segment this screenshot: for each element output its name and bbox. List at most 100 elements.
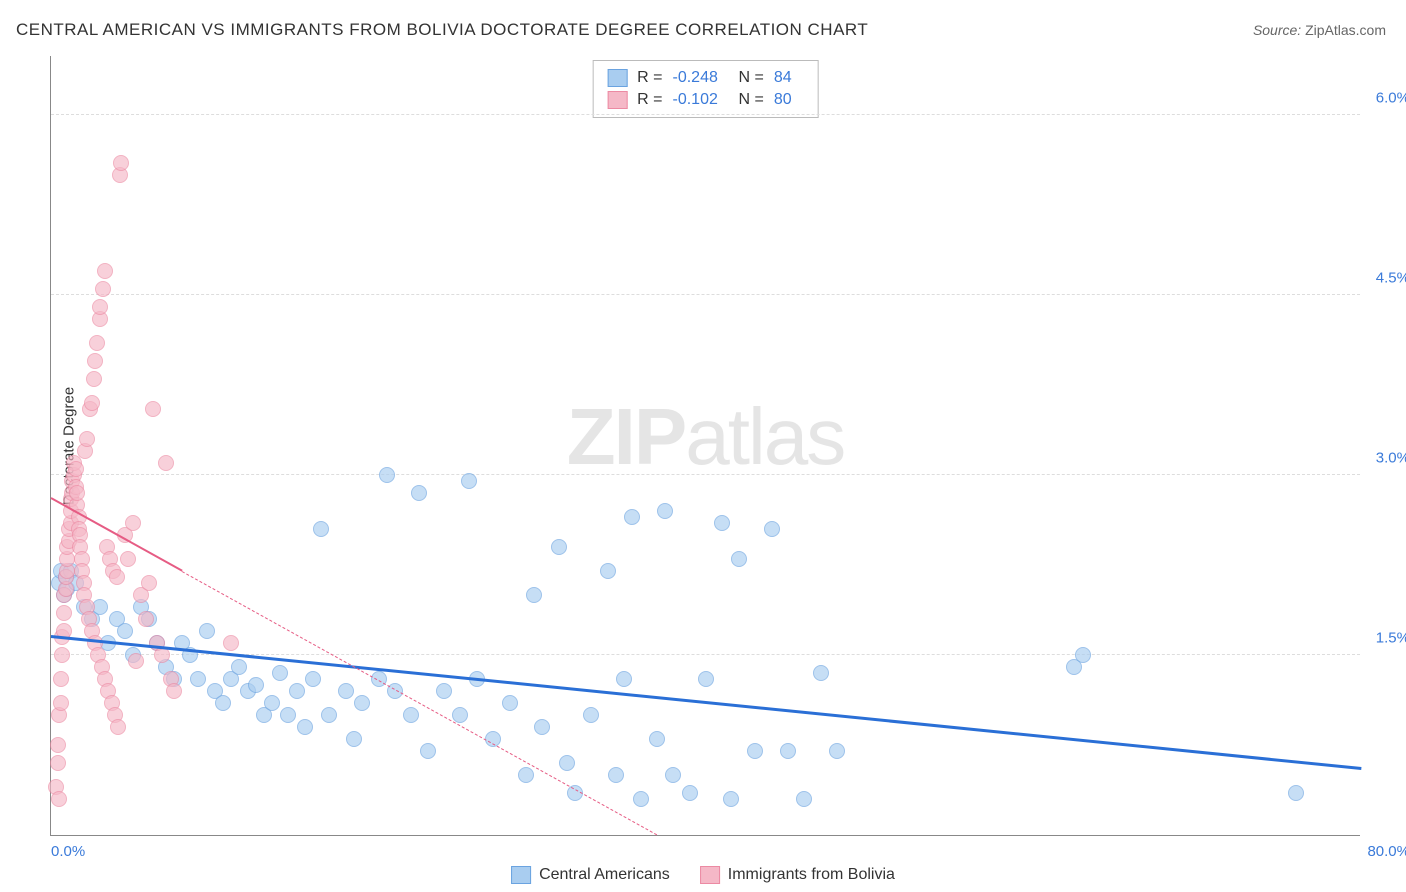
stats-n-value-1: 80 xyxy=(774,91,804,109)
gridline xyxy=(51,294,1360,295)
scatter-point xyxy=(559,755,575,771)
stats-n-label: N = xyxy=(739,91,764,109)
stats-row-series-1: R = -0.102 N = 80 xyxy=(607,89,804,111)
legend-item-0: Central Americans xyxy=(511,866,670,884)
scatter-point xyxy=(68,461,84,477)
scatter-point xyxy=(125,515,141,531)
scatter-point xyxy=(813,665,829,681)
scatter-point xyxy=(305,671,321,687)
chart-title: CENTRAL AMERICAN VS IMMIGRANTS FROM BOLI… xyxy=(16,20,868,40)
scatter-point xyxy=(158,455,174,471)
y-tick: 3.0% xyxy=(1365,450,1406,467)
legend-label-1: Immigrants from Bolivia xyxy=(728,866,895,884)
scatter-point xyxy=(551,539,567,555)
scatter-point xyxy=(747,743,763,759)
scatter-point xyxy=(95,281,111,297)
scatter-point xyxy=(128,653,144,669)
stats-row-series-0: R = -0.248 N = 84 xyxy=(607,67,804,89)
stats-legend-box: R = -0.248 N = 84 R = -0.102 N = 80 xyxy=(592,60,819,118)
stats-n-label: N = xyxy=(739,69,764,87)
legend-swatch-1 xyxy=(700,866,720,884)
scatter-point xyxy=(379,467,395,483)
scatter-point xyxy=(248,677,264,693)
scatter-point xyxy=(50,737,66,753)
legend-label-0: Central Americans xyxy=(539,866,670,884)
legend-swatch-0 xyxy=(511,866,531,884)
scatter-point xyxy=(338,683,354,699)
scatter-point xyxy=(92,299,108,315)
gridline xyxy=(51,474,1360,475)
scatter-point xyxy=(583,707,599,723)
scatter-point xyxy=(297,719,313,735)
scatter-point xyxy=(117,623,133,639)
scatter-point xyxy=(223,635,239,651)
scatter-point xyxy=(113,155,129,171)
scatter-point xyxy=(321,707,337,723)
scatter-point xyxy=(138,611,154,627)
scatter-point xyxy=(403,707,419,723)
scatter-point xyxy=(829,743,845,759)
scatter-point xyxy=(411,485,427,501)
scatter-point xyxy=(461,473,477,489)
scatter-point xyxy=(145,401,161,417)
scatter-point xyxy=(215,695,231,711)
scatter-point xyxy=(723,791,739,807)
scatter-point xyxy=(54,647,70,663)
scatter-point xyxy=(764,521,780,537)
scatter-point xyxy=(110,719,126,735)
scatter-point xyxy=(69,485,85,501)
scatter-point xyxy=(796,791,812,807)
scatter-point xyxy=(166,683,182,699)
stats-r-value-1: -0.102 xyxy=(673,91,729,109)
scatter-point xyxy=(616,671,632,687)
source-attribution: Source: ZipAtlas.com xyxy=(1253,22,1386,38)
stats-n-value-0: 84 xyxy=(774,69,804,87)
scatter-point xyxy=(665,767,681,783)
scatter-point xyxy=(190,671,206,687)
scatter-point xyxy=(141,575,157,591)
scatter-point xyxy=(109,569,125,585)
scatter-point xyxy=(714,515,730,531)
scatter-point xyxy=(682,785,698,801)
scatter-point xyxy=(86,371,102,387)
scatter-point xyxy=(534,719,550,735)
scatter-point xyxy=(280,707,296,723)
y-tick: 6.0% xyxy=(1365,90,1406,107)
scatter-point xyxy=(1288,785,1304,801)
scatter-point xyxy=(199,623,215,639)
legend-item-1: Immigrants from Bolivia xyxy=(700,866,895,884)
scatter-point xyxy=(420,743,436,759)
scatter-point xyxy=(502,695,518,711)
scatter-point xyxy=(97,263,113,279)
stats-swatch-1 xyxy=(607,91,627,109)
scatter-point xyxy=(624,509,640,525)
scatter-point xyxy=(1075,647,1091,663)
y-tick: 1.5% xyxy=(1365,630,1406,647)
x-tick-min: 0.0% xyxy=(51,843,85,860)
scatter-point xyxy=(120,551,136,567)
stats-swatch-0 xyxy=(607,69,627,87)
scatter-point xyxy=(289,683,305,699)
scatter-point xyxy=(264,695,280,711)
scatter-point xyxy=(608,767,624,783)
gridline xyxy=(51,114,1360,115)
scatter-point xyxy=(346,731,362,747)
scatter-point xyxy=(600,563,616,579)
source-value: ZipAtlas.com xyxy=(1305,22,1386,38)
scatter-point xyxy=(436,683,452,699)
scatter-point xyxy=(56,605,72,621)
scatter-point xyxy=(87,353,103,369)
scatter-point xyxy=(231,659,247,675)
x-tick-max: 80.0% xyxy=(1367,843,1406,860)
trend-line xyxy=(182,571,657,835)
scatter-point xyxy=(731,551,747,567)
scatter-point xyxy=(51,791,67,807)
scatter-point xyxy=(649,731,665,747)
scatter-point xyxy=(698,671,714,687)
source-label: Source: xyxy=(1253,22,1301,38)
y-tick: 4.5% xyxy=(1365,270,1406,287)
scatter-point xyxy=(526,587,542,603)
scatter-point xyxy=(313,521,329,537)
watermark-bold: ZIP xyxy=(567,391,685,480)
scatter-point xyxy=(154,647,170,663)
